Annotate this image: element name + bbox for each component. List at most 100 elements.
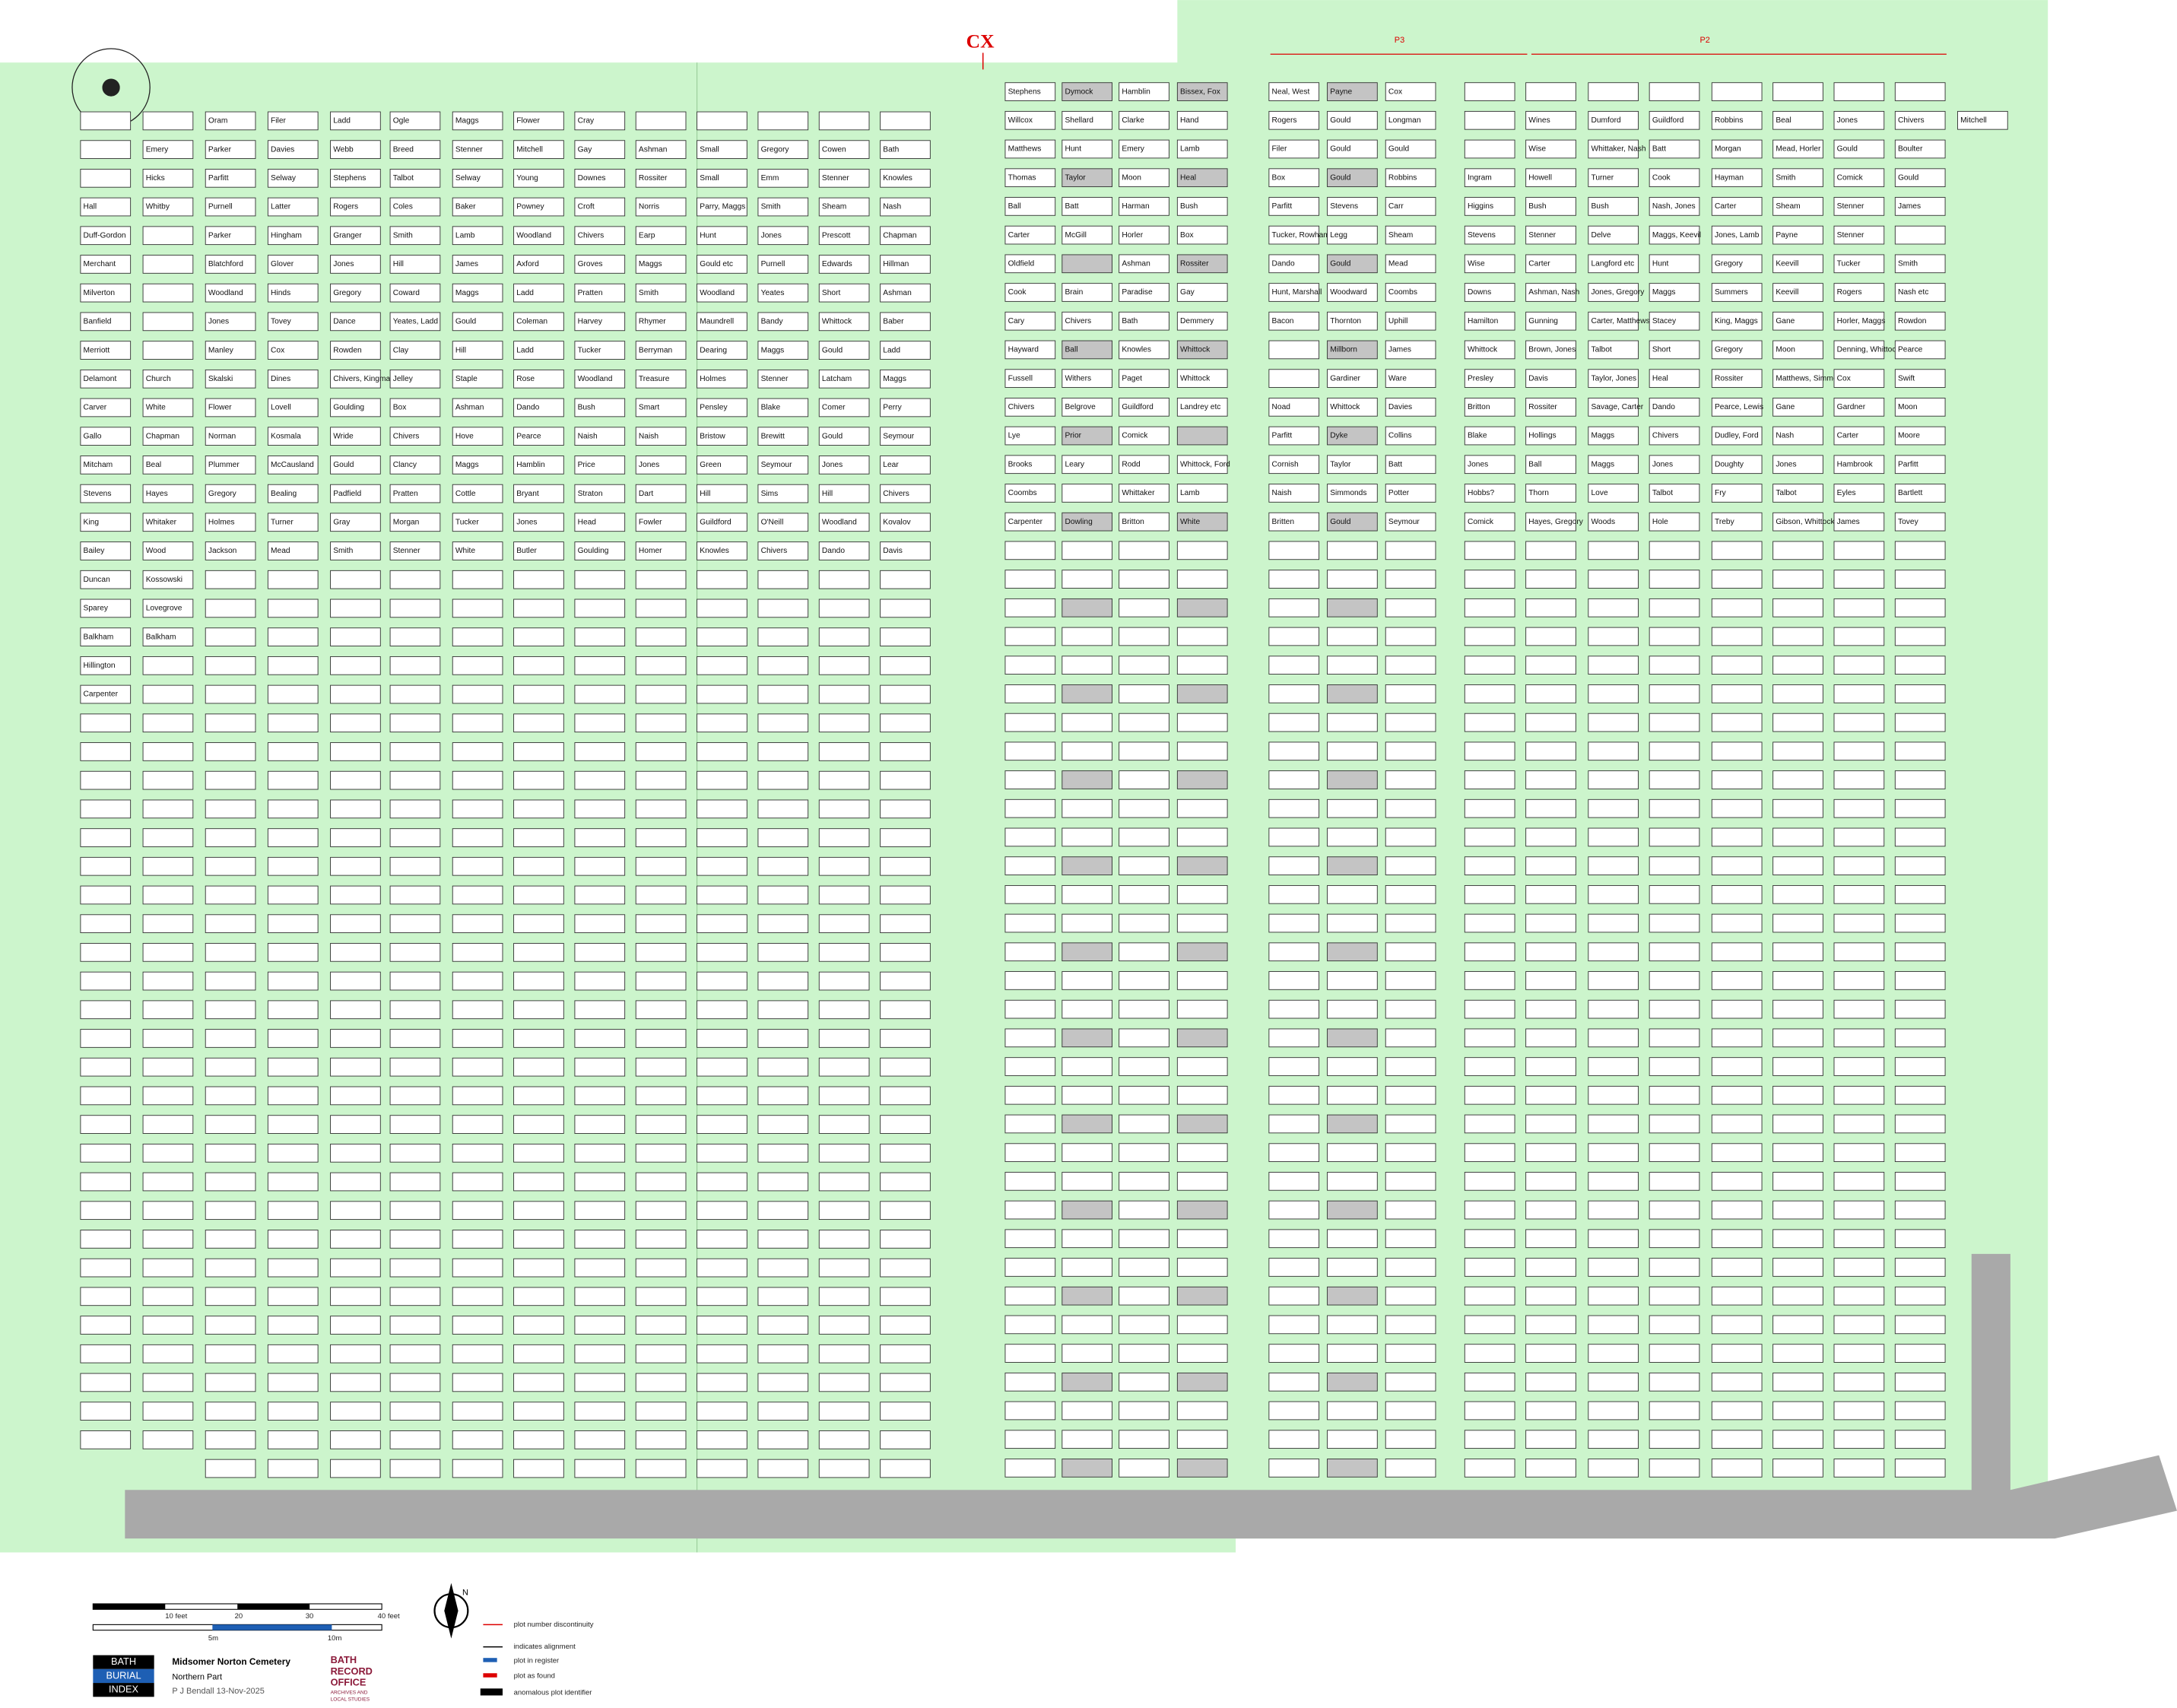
plot: [1327, 398, 1378, 417]
plot: [1119, 139, 1169, 159]
plot: [1327, 884, 1378, 904]
plot-name: Davies: [1388, 403, 1412, 411]
scale-seg: [237, 1603, 310, 1610]
plot-name: Dymock: [1065, 87, 1093, 96]
plot: [1004, 884, 1056, 904]
plot-name: Merriott: [84, 346, 110, 354]
plot: [267, 828, 319, 847]
plot-name: Horler, Maggs: [1837, 317, 1886, 325]
plot: [1004, 1085, 1056, 1105]
plot: [1119, 1085, 1169, 1105]
plot-name: Chivers: [578, 231, 605, 240]
plot-name: Hole: [1652, 518, 1668, 526]
plot: [757, 369, 809, 389]
plot-name: Young: [516, 174, 538, 183]
plot-name: Merchant: [84, 260, 116, 268]
plot-name: Stenner: [822, 174, 849, 183]
plot: [389, 1230, 441, 1249]
plot: [635, 1258, 687, 1278]
plot: [1004, 398, 1056, 417]
plot: [1268, 1286, 1320, 1306]
plot: [1062, 197, 1112, 216]
plot: [1385, 798, 1436, 818]
plot-name: Hayward: [1008, 346, 1039, 354]
plot: [513, 1230, 564, 1249]
plot-name: Chivers: [393, 432, 420, 440]
plot: [818, 1316, 870, 1335]
plot: [1711, 455, 1763, 475]
plot: [1004, 1200, 1056, 1220]
plot: [1062, 1459, 1112, 1478]
plot: [1119, 656, 1169, 675]
plot-name: Payne: [1776, 231, 1798, 240]
plot: [1588, 1229, 1639, 1249]
plot-name: Treasure: [639, 375, 670, 383]
plot: [697, 312, 747, 332]
plot: [389, 369, 441, 389]
plot: [142, 169, 194, 188]
plot: [1327, 713, 1378, 732]
plot-name: Sheam: [1388, 231, 1413, 240]
plot: [1711, 541, 1763, 560]
plot: [389, 684, 441, 704]
plot: [389, 770, 441, 790]
plot: [1649, 254, 1700, 274]
plot: [1119, 168, 1169, 188]
plot: [142, 856, 194, 876]
plot-name: Dance: [333, 318, 356, 326]
plot: [330, 1201, 381, 1221]
plot: [1772, 426, 1823, 446]
plot: [1588, 1286, 1639, 1306]
plot: [389, 226, 441, 246]
plot: [1711, 168, 1763, 188]
plot-name: Latcham: [822, 375, 852, 383]
plot: [330, 169, 381, 188]
plot: [757, 598, 809, 618]
plot: [757, 398, 809, 417]
plot: [1004, 1459, 1056, 1478]
plot-name: Comick: [1122, 432, 1148, 440]
plot-name: Wride: [333, 432, 354, 440]
plot: [1464, 913, 1515, 933]
plot: [1464, 340, 1515, 360]
plot: [1588, 1085, 1639, 1105]
plot: [513, 255, 564, 274]
plot: [1119, 197, 1169, 216]
plot: [80, 1287, 132, 1306]
plot: [1464, 942, 1515, 962]
plot: [205, 398, 256, 417]
plot-name: Flower: [516, 117, 540, 125]
plot: [1327, 340, 1378, 360]
plot: [1525, 770, 1576, 789]
plot-name: Payne: [1330, 87, 1352, 96]
plot: [1004, 311, 1056, 331]
plot-name: King, Maggs: [1715, 317, 1758, 325]
plot: [267, 1373, 319, 1392]
plot: [1062, 856, 1112, 875]
plot: [1588, 168, 1639, 188]
plot: [1772, 168, 1823, 188]
plot-name: Gardner: [1837, 403, 1866, 411]
plot: [80, 398, 132, 417]
plot: [513, 484, 564, 503]
plot: [1119, 971, 1169, 990]
plot: [880, 598, 931, 618]
plot-name: Savage, Carter: [1591, 403, 1643, 411]
plot: [330, 770, 381, 790]
plot: [1588, 1401, 1639, 1421]
plot-name: Bissex, Fox: [1180, 87, 1220, 96]
plot: [1268, 598, 1320, 617]
plot-name: Norman: [208, 432, 236, 440]
plot: [142, 484, 194, 503]
plot-name: Bath: [1122, 317, 1138, 325]
plot: [1833, 1258, 1885, 1277]
plot-name: Oldfield: [1008, 260, 1035, 268]
plot: [635, 341, 687, 360]
plot: [330, 111, 381, 131]
plot: [1464, 1344, 1515, 1363]
plot-name: Britton: [1122, 518, 1144, 526]
plot: [757, 312, 809, 332]
plot-name: Gould: [1330, 260, 1351, 268]
plot: [142, 1201, 194, 1221]
plot-name: Bush: [1528, 202, 1547, 211]
